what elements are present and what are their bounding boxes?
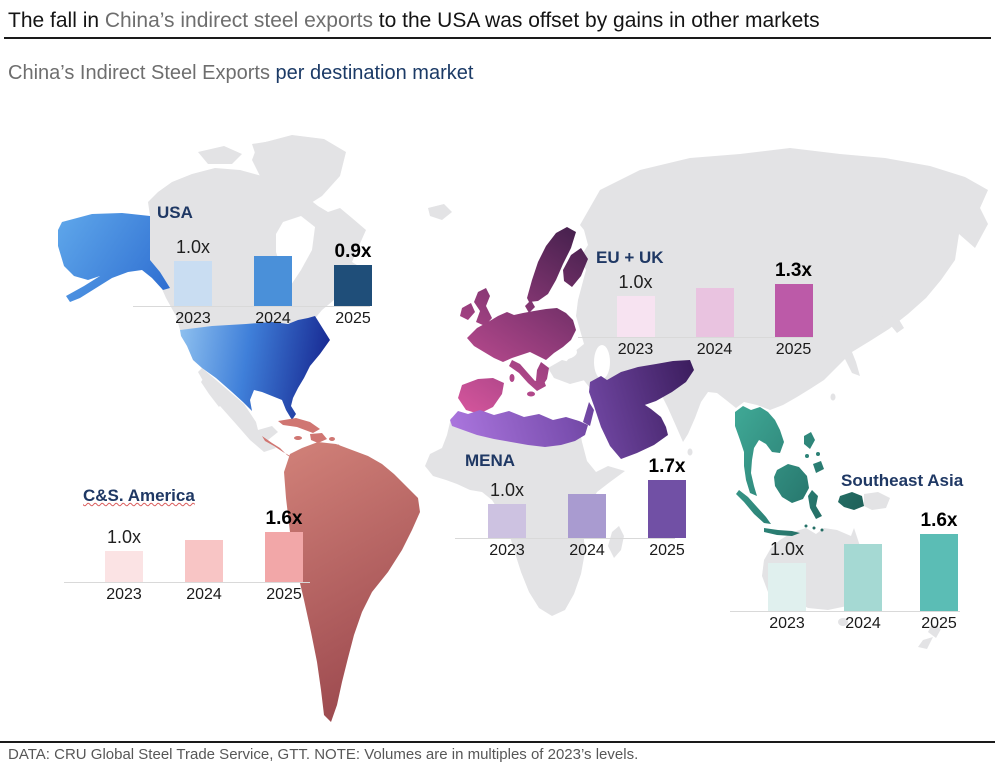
title-divider bbox=[4, 37, 991, 39]
map-region-eu-uk bbox=[458, 227, 588, 414]
bar-column bbox=[825, 520, 901, 611]
chart-southeast-asia: Southeast Asia 1.0x 1.6x 2023 2024 2025 bbox=[730, 471, 963, 641]
bar-2025 bbox=[334, 265, 372, 306]
year-label: 2025 bbox=[649, 542, 685, 559]
year-labels: 2023 2024 2025 bbox=[749, 615, 977, 633]
bar-2024 bbox=[844, 544, 882, 611]
bar-2023 bbox=[488, 504, 526, 538]
year-label: 2025 bbox=[266, 586, 302, 603]
bar-2024 bbox=[695, 288, 734, 337]
value-label: 1.0x bbox=[106, 527, 142, 547]
chart-usa: USA 1.0x 0.9x 2023 2024 2025 bbox=[133, 196, 372, 336]
bar-column: 0.9x bbox=[313, 241, 393, 306]
year-label: 2023 bbox=[175, 310, 211, 327]
year-label: 2025 bbox=[775, 341, 812, 358]
year-label: 2024 bbox=[845, 615, 881, 632]
year-label: 2024 bbox=[569, 542, 605, 559]
bar-column bbox=[675, 264, 754, 337]
bar-column: 1.0x bbox=[596, 272, 675, 337]
year-labels: 2023 2024 2025 bbox=[84, 586, 324, 604]
value-label: 1.3x bbox=[775, 260, 812, 281]
value-label: 1.6x bbox=[265, 508, 303, 529]
region-title-mena: MENA bbox=[465, 451, 516, 470]
axis-baseline bbox=[64, 582, 310, 583]
bar-2023 bbox=[174, 261, 212, 306]
map-region-mena bbox=[450, 360, 694, 459]
bar-column: 1.7x bbox=[627, 456, 707, 538]
bar-column: 1.3x bbox=[754, 260, 833, 337]
subtitle-muted: China’s Indirect Steel Exports bbox=[8, 62, 276, 84]
bar-column: 1.0x bbox=[84, 527, 164, 582]
chart-mena: MENA 1.0x 1.7x 2023 2024 2025 bbox=[455, 428, 686, 568]
year-label: 2024 bbox=[255, 310, 291, 327]
year-label: 2023 bbox=[617, 341, 654, 358]
year-label: 2025 bbox=[921, 615, 957, 632]
value-label: 1.0x bbox=[489, 480, 525, 500]
map-region-cs-america bbox=[262, 418, 420, 722]
year-labels: 2023 2024 2025 bbox=[153, 310, 393, 328]
bar-column: 1.6x bbox=[244, 508, 324, 582]
bar-2023 bbox=[105, 551, 143, 582]
year-label: 2023 bbox=[489, 542, 525, 559]
bars-row: 1.0x 1.3x bbox=[596, 260, 833, 337]
source-note: DATA: CRU Global Steel Trade Service, GT… bbox=[8, 746, 639, 763]
bar-column bbox=[547, 470, 627, 538]
region-title-usa: USA bbox=[157, 203, 193, 222]
axis-baseline bbox=[730, 611, 960, 612]
bar-2024 bbox=[254, 256, 292, 306]
bar-column: 1.0x bbox=[467, 480, 547, 538]
value-label: 1.0x bbox=[769, 539, 805, 559]
year-label: 2023 bbox=[106, 586, 142, 603]
map-region-usa bbox=[180, 316, 330, 420]
bar-2023 bbox=[768, 563, 806, 611]
bars-row: 1.0x 1.6x bbox=[749, 510, 977, 611]
page-title: The fall in China’s indirect steel expor… bbox=[8, 8, 988, 34]
map-mexico bbox=[198, 368, 278, 452]
map-japan bbox=[866, 288, 904, 333]
value-label: 1.6x bbox=[920, 510, 958, 531]
year-label: 2025 bbox=[335, 310, 371, 327]
map-region-southeast-asia bbox=[735, 406, 864, 536]
axis-baseline bbox=[455, 538, 675, 539]
region-title-cs-america: C&S. America bbox=[83, 486, 195, 505]
axis-baseline bbox=[578, 337, 813, 338]
year-labels: 2023 2024 2025 bbox=[467, 542, 707, 560]
chart-cs-america: C&S. America 1.0x 1.6x 2023 2024 2025 bbox=[64, 472, 310, 612]
subtitle-accent: per destination market bbox=[275, 62, 474, 84]
value-label: 0.9x bbox=[334, 241, 372, 262]
title-pre: The fall in bbox=[8, 9, 105, 32]
value-label: 1.7x bbox=[648, 456, 686, 477]
chart-subtitle: China’s Indirect Steel Exports per desti… bbox=[8, 62, 908, 85]
value-label: 1.0x bbox=[175, 237, 211, 257]
footer-divider bbox=[0, 741, 995, 743]
bar-2023 bbox=[616, 296, 655, 337]
region-title-eu-uk: EU + UK bbox=[596, 248, 664, 267]
bar-2025 bbox=[648, 480, 686, 538]
title-post: to the USA was offset by gains in other … bbox=[372, 9, 820, 32]
bar-column bbox=[233, 232, 313, 306]
region-title-southeast-asia: Southeast Asia bbox=[841, 471, 964, 490]
bars-row: 1.0x 1.6x bbox=[84, 508, 324, 582]
axis-baseline bbox=[133, 306, 370, 307]
map-region-alaska bbox=[58, 213, 170, 302]
year-labels: 2023 2024 2025 bbox=[596, 341, 833, 359]
bar-column: 1.0x bbox=[153, 237, 233, 306]
year-label: 2024 bbox=[696, 341, 733, 358]
year-label: 2024 bbox=[186, 586, 222, 603]
bar-2025 bbox=[265, 532, 303, 582]
chart-eu-uk: EU + UK 1.0x 1.3x 2023 2024 2025 bbox=[578, 227, 813, 367]
bar-2025 bbox=[920, 534, 958, 611]
bar-column: 1.6x bbox=[901, 510, 977, 611]
bar-column: 1.0x bbox=[749, 539, 825, 611]
bar-2024 bbox=[568, 494, 606, 538]
bar-2025 bbox=[774, 284, 813, 337]
bars-row: 1.0x 1.7x bbox=[467, 456, 707, 538]
year-label: 2023 bbox=[769, 615, 805, 632]
bar-2024 bbox=[185, 540, 223, 582]
value-label: 1.0x bbox=[618, 272, 653, 292]
title-highlight: China’s indirect steel exports bbox=[104, 9, 373, 32]
bars-row: 1.0x 0.9x bbox=[153, 232, 393, 306]
bar-column bbox=[164, 516, 244, 582]
